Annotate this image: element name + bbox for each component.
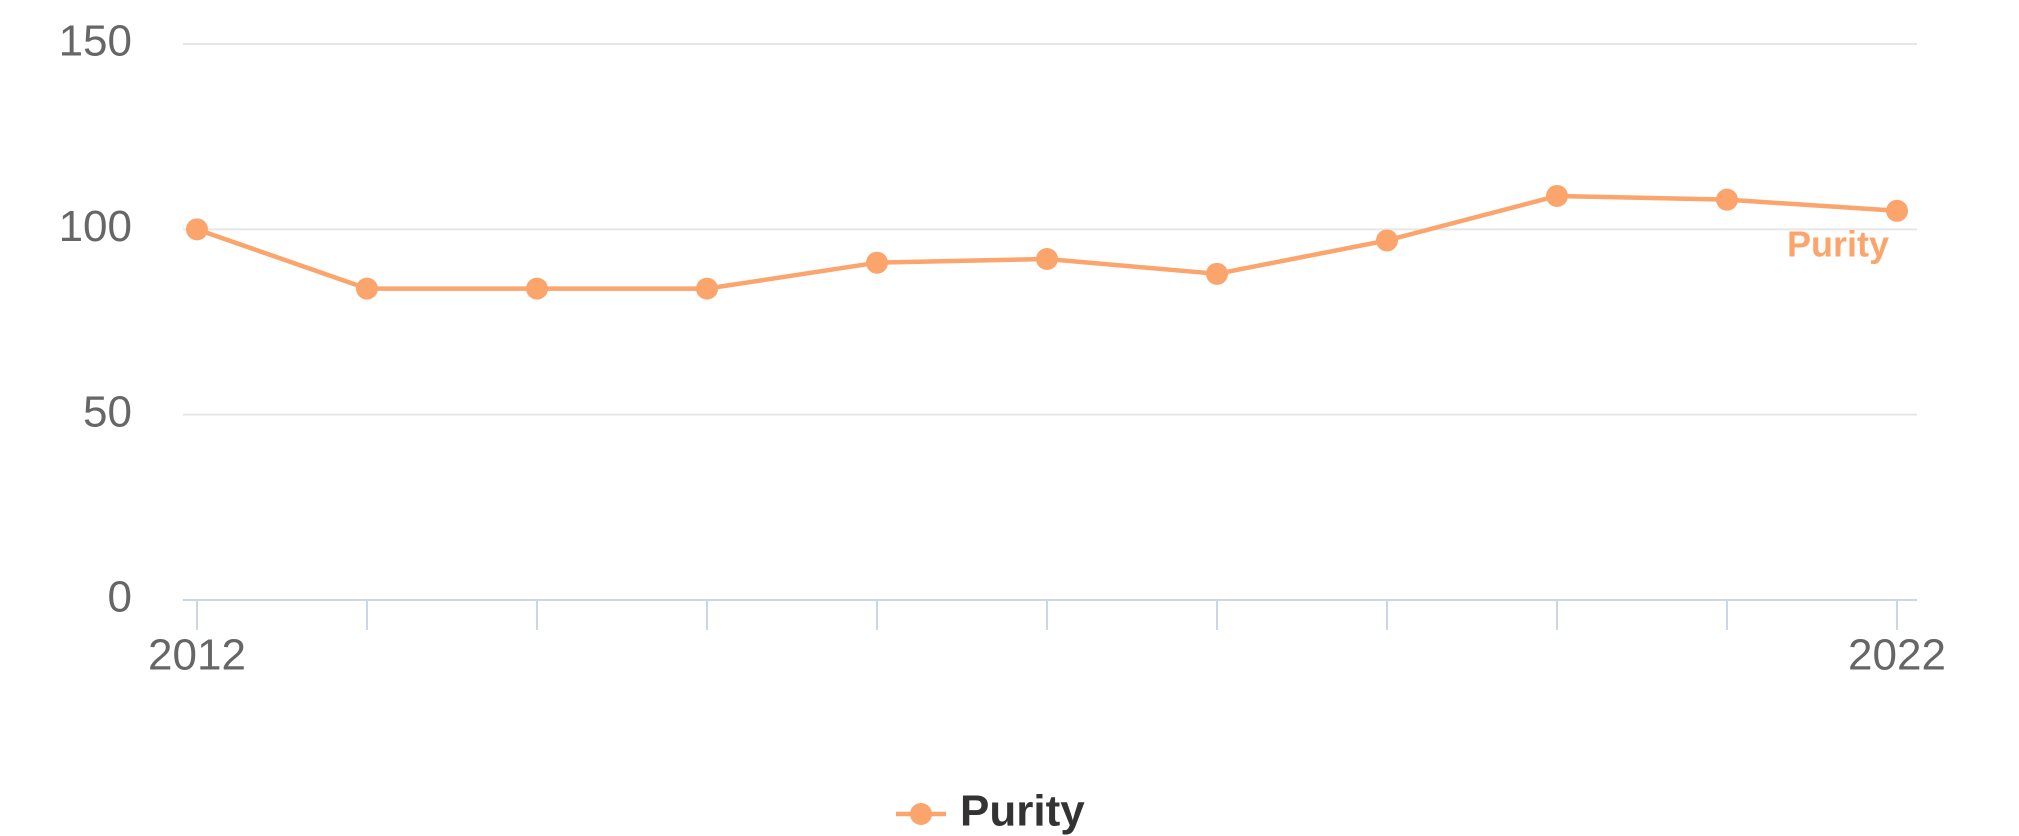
legend-label[interactable]: Purity xyxy=(960,787,1085,836)
y-tick-label: 150 xyxy=(59,17,132,66)
series-label: Purity xyxy=(1787,223,1889,264)
x-tick-label: 2022 xyxy=(1848,631,1946,680)
data-point xyxy=(1206,262,1228,285)
y-tick-label: 50 xyxy=(83,387,132,436)
x-tick-label: 2012 xyxy=(148,631,246,680)
y-tick-label: 100 xyxy=(59,202,132,251)
data-point xyxy=(526,277,548,300)
legend-symbol-marker xyxy=(910,803,932,825)
data-point xyxy=(1036,247,1058,270)
data-point xyxy=(866,251,888,274)
data-point xyxy=(1546,184,1568,207)
series-line xyxy=(196,193,1898,291)
y-tick-label: 0 xyxy=(108,573,132,622)
data-point xyxy=(1886,199,1908,222)
data-point xyxy=(1376,229,1398,252)
data-point xyxy=(696,277,718,300)
data-point xyxy=(1716,188,1738,211)
data-point xyxy=(356,277,378,300)
data-point xyxy=(186,218,208,241)
